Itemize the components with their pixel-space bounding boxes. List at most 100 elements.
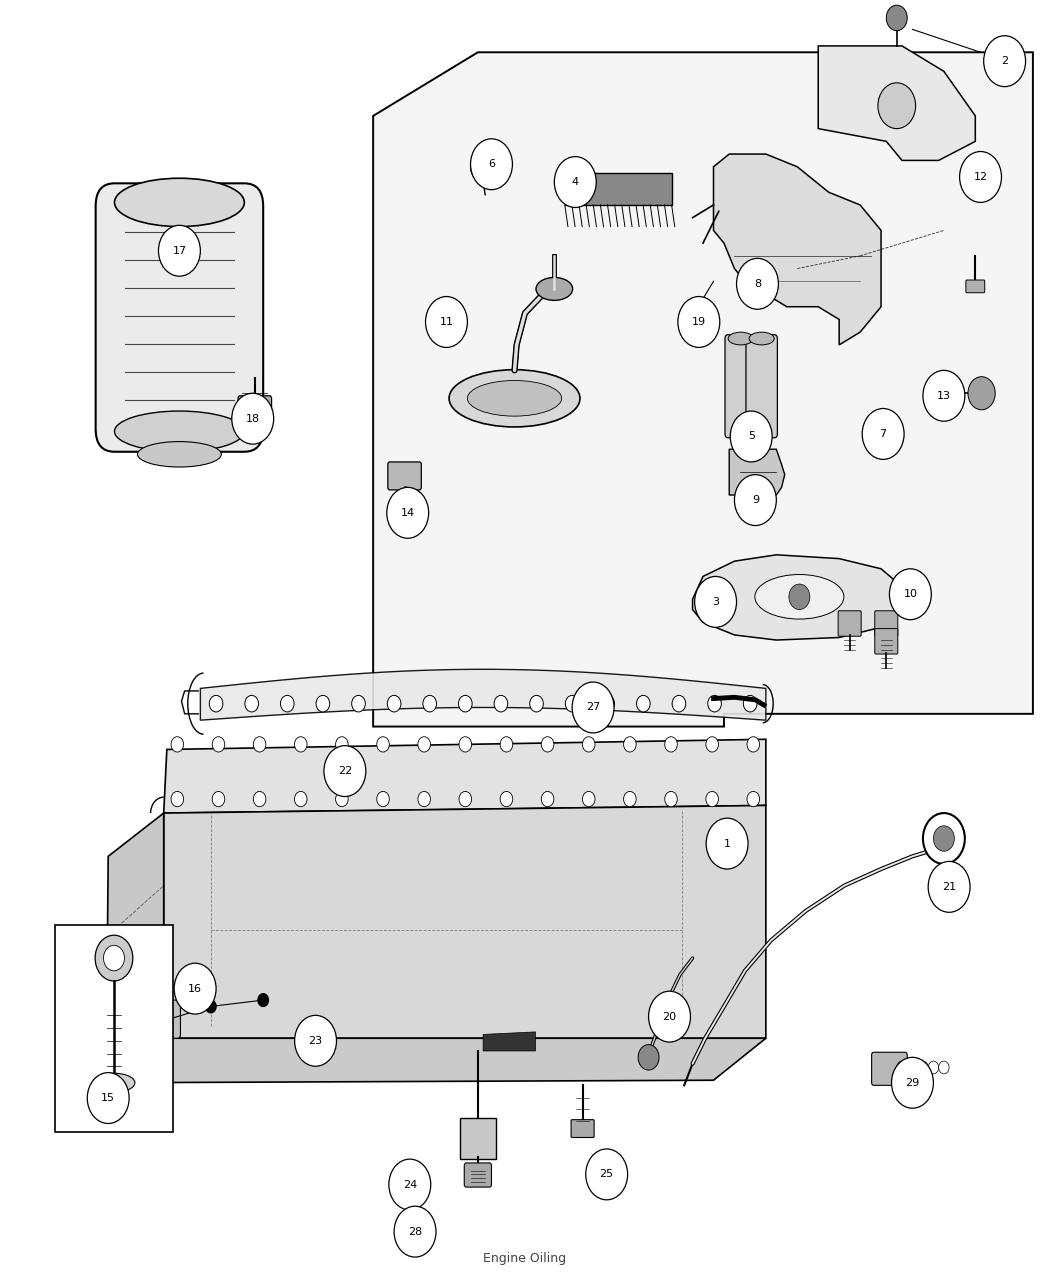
Circle shape (418, 737, 430, 752)
Circle shape (295, 1015, 336, 1066)
Text: 8: 8 (754, 279, 761, 289)
Circle shape (572, 682, 614, 733)
Circle shape (104, 945, 125, 970)
FancyBboxPatch shape (746, 335, 777, 437)
Circle shape (665, 792, 677, 807)
FancyBboxPatch shape (460, 1118, 496, 1159)
Circle shape (734, 474, 776, 525)
Circle shape (747, 792, 759, 807)
Circle shape (565, 695, 579, 711)
Circle shape (939, 1061, 949, 1074)
Ellipse shape (749, 333, 774, 346)
Circle shape (649, 991, 691, 1042)
Circle shape (706, 737, 718, 752)
Text: 18: 18 (246, 413, 259, 423)
Circle shape (377, 737, 390, 752)
Text: 24: 24 (403, 1179, 417, 1190)
Circle shape (495, 695, 508, 711)
Circle shape (470, 139, 512, 190)
Text: 17: 17 (172, 246, 187, 256)
FancyBboxPatch shape (55, 926, 173, 1132)
Text: 11: 11 (440, 317, 454, 326)
Text: 5: 5 (748, 431, 755, 441)
FancyBboxPatch shape (724, 335, 756, 437)
Text: 23: 23 (309, 1035, 322, 1046)
Circle shape (294, 792, 307, 807)
Text: 20: 20 (663, 1011, 676, 1021)
FancyBboxPatch shape (96, 184, 264, 451)
Circle shape (891, 1057, 933, 1108)
Circle shape (707, 819, 748, 870)
Ellipse shape (93, 1074, 134, 1093)
Circle shape (923, 370, 965, 421)
Circle shape (878, 83, 916, 129)
Circle shape (258, 993, 269, 1006)
Circle shape (638, 1044, 659, 1070)
Circle shape (706, 792, 718, 807)
Circle shape (583, 792, 595, 807)
Text: 27: 27 (586, 703, 601, 713)
Circle shape (294, 737, 307, 752)
Circle shape (245, 695, 258, 711)
Text: 7: 7 (880, 428, 886, 439)
Circle shape (554, 157, 596, 208)
Circle shape (968, 376, 995, 409)
Text: 25: 25 (600, 1169, 614, 1179)
Circle shape (212, 792, 225, 807)
Ellipse shape (240, 425, 270, 437)
Ellipse shape (755, 575, 844, 620)
Text: 12: 12 (973, 172, 988, 182)
FancyBboxPatch shape (966, 280, 985, 293)
Circle shape (386, 487, 428, 538)
Circle shape (253, 737, 266, 752)
Circle shape (907, 1061, 918, 1074)
Circle shape (933, 826, 954, 852)
Circle shape (542, 737, 553, 752)
Circle shape (897, 1061, 907, 1074)
FancyBboxPatch shape (464, 1163, 491, 1187)
Text: 1: 1 (723, 839, 731, 849)
Circle shape (672, 695, 686, 711)
Circle shape (708, 695, 721, 711)
Text: 22: 22 (338, 766, 352, 776)
FancyBboxPatch shape (571, 1119, 594, 1137)
Circle shape (159, 226, 201, 277)
Circle shape (206, 1000, 216, 1012)
Polygon shape (201, 669, 765, 720)
Circle shape (862, 408, 904, 459)
Text: 2: 2 (1001, 56, 1008, 66)
Circle shape (253, 792, 266, 807)
Circle shape (624, 737, 636, 752)
Circle shape (984, 36, 1026, 87)
Circle shape (459, 792, 471, 807)
Circle shape (624, 792, 636, 807)
FancyBboxPatch shape (838, 611, 861, 636)
Circle shape (747, 737, 759, 752)
Circle shape (425, 297, 467, 347)
Circle shape (470, 152, 496, 182)
Circle shape (418, 792, 430, 807)
Circle shape (316, 695, 330, 711)
Polygon shape (164, 806, 765, 1038)
Polygon shape (729, 449, 784, 495)
Circle shape (423, 695, 437, 711)
Circle shape (336, 792, 349, 807)
FancyBboxPatch shape (238, 395, 272, 423)
FancyBboxPatch shape (872, 1052, 907, 1085)
Circle shape (918, 1061, 928, 1074)
Polygon shape (483, 1031, 536, 1051)
Circle shape (586, 1149, 628, 1200)
Polygon shape (106, 1038, 765, 1082)
FancyBboxPatch shape (875, 629, 898, 654)
Circle shape (394, 1206, 436, 1257)
FancyBboxPatch shape (387, 462, 421, 490)
Circle shape (678, 297, 720, 347)
Text: 4: 4 (571, 177, 579, 187)
Circle shape (96, 935, 132, 980)
Circle shape (387, 695, 401, 711)
Polygon shape (693, 555, 902, 640)
Circle shape (352, 695, 365, 711)
Circle shape (500, 792, 512, 807)
Text: 28: 28 (407, 1227, 422, 1237)
Circle shape (889, 569, 931, 620)
